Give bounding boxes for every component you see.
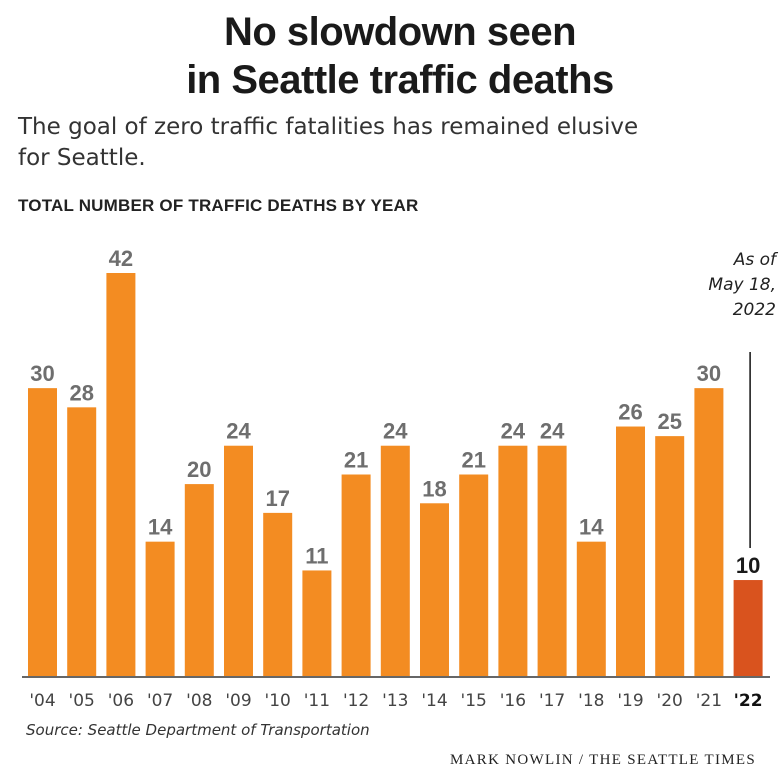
data-label: 17 bbox=[265, 486, 289, 511]
bar bbox=[420, 503, 449, 676]
bar bbox=[224, 445, 253, 676]
bar bbox=[537, 445, 567, 676]
bar bbox=[576, 541, 606, 676]
x-tick-label: '16 bbox=[500, 691, 526, 711]
x-tick-label: '10 bbox=[265, 691, 291, 711]
title-line-2: in Seattle traffic deaths bbox=[186, 58, 614, 102]
x-tick-label: '12 bbox=[343, 691, 369, 711]
bar bbox=[302, 570, 332, 676]
data-label: 14 bbox=[148, 515, 173, 540]
subtitle-line-2: for Seattle. bbox=[18, 145, 146, 171]
x-tick-label: '22 bbox=[734, 691, 763, 711]
x-tick-label: '19 bbox=[617, 691, 643, 711]
x-tick-label: '14 bbox=[421, 691, 447, 711]
bar bbox=[67, 407, 97, 676]
x-tick-label: '20 bbox=[657, 691, 683, 711]
x-tick-label: '21 bbox=[696, 691, 722, 711]
chart-subtitle: The goal of zero traffic fatalities has … bbox=[18, 112, 718, 174]
x-tick-label: '11 bbox=[304, 691, 330, 711]
bar bbox=[380, 445, 410, 676]
title-line-1: No slowdown seen bbox=[223, 10, 577, 54]
source-note: Source: Seattle Department of Transporta… bbox=[26, 721, 370, 739]
x-tick-label: '05 bbox=[69, 691, 95, 711]
data-label: 24 bbox=[383, 419, 408, 444]
data-label: 25 bbox=[657, 409, 681, 434]
data-label: 30 bbox=[697, 361, 721, 386]
chart-data-title: TOTAL NUMBER OF TRAFFIC DEATHS BY YEAR bbox=[18, 196, 419, 215]
bar bbox=[733, 580, 763, 676]
data-label: 24 bbox=[540, 419, 565, 444]
data-label: 11 bbox=[305, 543, 328, 568]
data-label: 26 bbox=[618, 400, 642, 425]
note-line-3: 2022 bbox=[732, 300, 776, 320]
credit-line: MARK NOWLIN / THE SEATTLE TIMES bbox=[450, 752, 756, 768]
data-label: 21 bbox=[344, 448, 368, 473]
data-label: 10 bbox=[736, 553, 760, 578]
data-label: 20 bbox=[187, 457, 211, 482]
partial-year-note: As of May 18, 2022 bbox=[672, 248, 776, 323]
x-tick-label: '04 bbox=[29, 691, 55, 711]
bar bbox=[655, 436, 685, 676]
note-line-2: May 18, bbox=[708, 275, 776, 295]
bar bbox=[106, 273, 136, 676]
bar bbox=[694, 388, 724, 676]
bar bbox=[459, 474, 489, 676]
data-label: 30 bbox=[30, 361, 54, 386]
x-tick-label: '13 bbox=[382, 691, 408, 711]
bar bbox=[498, 445, 528, 676]
chart-title: No slowdown seen in Seattle traffic deat… bbox=[0, 8, 780, 104]
x-tick-label: '09 bbox=[225, 691, 251, 711]
bar bbox=[263, 512, 293, 676]
x-tick-label: '15 bbox=[461, 691, 487, 711]
note-line-1: As of bbox=[733, 250, 776, 270]
subtitle-line-1: The goal of zero traffic fatalities has … bbox=[18, 114, 639, 140]
x-tick-label: '17 bbox=[539, 691, 565, 711]
x-tick-label: '07 bbox=[147, 691, 173, 711]
data-label: 24 bbox=[226, 419, 251, 444]
bar bbox=[341, 474, 371, 676]
bar bbox=[28, 388, 57, 676]
data-label: 42 bbox=[109, 246, 133, 271]
bar bbox=[616, 426, 645, 676]
data-label: 14 bbox=[579, 515, 604, 540]
x-tick-label: '06 bbox=[108, 691, 134, 711]
data-label: 24 bbox=[501, 419, 526, 444]
x-tick-label: '18 bbox=[578, 691, 604, 711]
data-label: 18 bbox=[422, 476, 446, 501]
data-label: 28 bbox=[69, 380, 93, 405]
x-tick-label: '08 bbox=[186, 691, 212, 711]
bar bbox=[145, 541, 175, 676]
data-label: 21 bbox=[461, 448, 485, 473]
bar bbox=[184, 484, 214, 676]
